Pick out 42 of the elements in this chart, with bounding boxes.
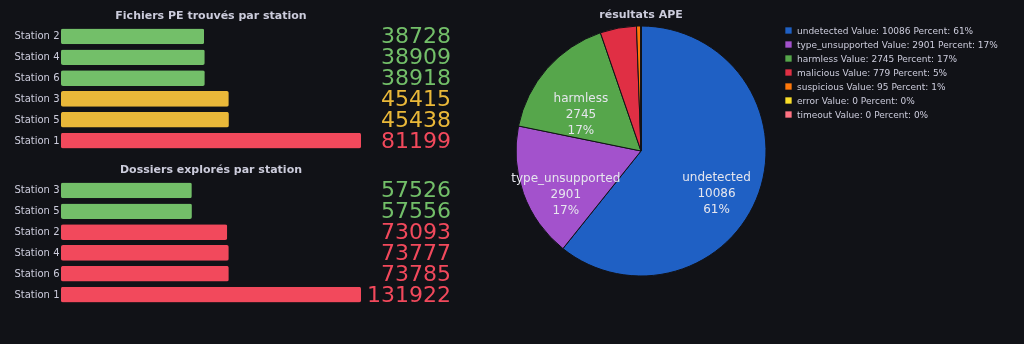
y-tick-label: Station 4 [14,246,60,258]
bar [61,28,205,45]
legend-label: error Value: 0 Percent: 0% [797,95,916,106]
bar [61,49,205,66]
bar [61,182,192,199]
y-tick-label: Station 1 [14,288,60,300]
category-label: harmless Value: 2745 Percent: 17% [797,53,957,64]
bar [61,70,205,86]
text: 17% [552,203,580,218]
bar [61,224,228,240]
category-label: type_unsupported Value: 2901 Percent: 17% [797,39,998,50]
bar [61,132,361,149]
slice-label: harmless [553,91,609,106]
text: 2745 [565,107,597,122]
text: 10086 [697,186,736,201]
bar [61,286,361,303]
text: 2901 [550,187,582,202]
bar [61,203,192,220]
bar [61,265,229,282]
legend-label: timeout Value: 0 Percent: 0% [797,109,929,120]
y-tick-label: Station 6 [14,267,60,279]
y-tick-label: Station 5 [14,205,60,217]
category-label: undetected Value: 10086 Percent: 61% [797,25,974,36]
text: 61% [703,202,730,217]
legend-label: suspicious Value: 95 Percent: 1% [797,81,946,92]
chart-title: Dossiers explorés par station [119,163,303,177]
legend-label: malicious Value: 779 Percent: 5% [797,67,948,78]
y-tick-label: Station 2 [14,226,60,238]
y-tick-label: Station 1 [14,134,60,146]
y-tick-label: Station 2 [14,30,60,42]
y-tick-label: Station 5 [14,113,60,125]
slice-label: undetected [682,170,751,185]
bar [61,111,229,128]
bar [61,245,229,261]
chart-title: résultats APE [599,8,683,21]
y-tick-label: Station 3 [14,184,60,196]
y-tick-label: Station 4 [14,51,60,63]
bar [61,91,229,107]
y-tick-label: Station 6 [14,72,60,84]
text: 17% [567,123,595,138]
y-tick-label: Station 3 [14,92,60,104]
chart-title: Fichiers PE trouvés par station [115,9,307,23]
